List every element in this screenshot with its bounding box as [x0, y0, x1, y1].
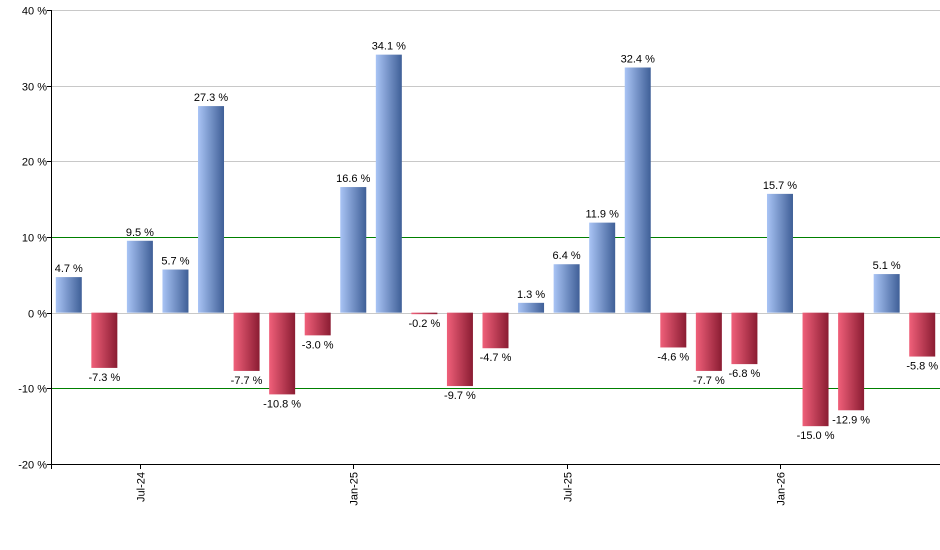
y-tick-label: 40 %: [22, 6, 47, 18]
x-tick-label: Jan-26: [776, 472, 788, 506]
data-label: 5.7 %: [161, 256, 189, 268]
bar: [518, 302, 545, 313]
data-label: -4.7 %: [480, 352, 512, 364]
bar: [233, 312, 260, 371]
data-label: 11.9 %: [585, 209, 619, 221]
bar: [909, 312, 936, 357]
y-tick-label: 30 %: [22, 82, 47, 94]
data-label: 6.4 %: [553, 250, 581, 262]
data-label: -7.7 %: [231, 375, 263, 387]
bar: [126, 240, 153, 313]
data-label: -3.0 %: [302, 339, 334, 351]
bar: [873, 274, 900, 313]
bar: [589, 222, 616, 313]
y-tick-label: 20 %: [22, 157, 47, 169]
bar: [446, 312, 473, 387]
bar: [766, 193, 793, 313]
bar: [411, 312, 438, 315]
bar: [482, 312, 509, 349]
bar: [91, 312, 118, 368]
data-label: -4.6 %: [657, 351, 689, 363]
x-tick-label: Jan-25: [349, 472, 361, 506]
bar: [340, 187, 367, 313]
x-tick-label: Jul-25: [563, 472, 575, 502]
data-label: 5.1 %: [873, 260, 901, 272]
data-label: 15.7 %: [763, 180, 797, 192]
bars: [55, 54, 936, 427]
bar: [375, 54, 402, 313]
bar: [55, 277, 82, 313]
data-label: -15.0 %: [797, 430, 835, 442]
data-label: 32.4 %: [621, 54, 655, 66]
bar: [660, 312, 687, 348]
bar: [162, 269, 189, 313]
bar: [838, 312, 865, 411]
x-tick-label: Jul-24: [136, 472, 148, 502]
data-labels: 4.7 %-7.3 %9.5 %5.7 %27.3 %-7.7 %-10.8 %…: [55, 41, 939, 443]
bar: [198, 106, 225, 313]
data-label: 1.3 %: [517, 289, 545, 301]
y-tick-label: -20 %: [18, 460, 47, 472]
bar: [269, 312, 296, 395]
y-tick-label: 0 %: [28, 309, 47, 321]
axes: 40 % 30 % 20 % 10 % 0 % -10 % -20 % Jul-24 Jan-2…: [18, 6, 940, 506]
data-label: -0.2 %: [408, 318, 440, 330]
data-label: -7.7 %: [693, 375, 725, 387]
bar: [695, 312, 722, 371]
data-label: 9.5 %: [126, 227, 154, 239]
bar: [304, 312, 331, 336]
data-label: 27.3 %: [194, 92, 228, 104]
bar: [553, 264, 580, 313]
data-label: -5.8 %: [906, 361, 938, 373]
data-label: 4.7 %: [55, 263, 83, 275]
bar: [802, 312, 829, 427]
bar: [624, 67, 651, 313]
data-label: -7.3 %: [88, 372, 120, 384]
y-tick-label: 10 %: [22, 233, 47, 245]
data-label: -12.9 %: [832, 414, 870, 426]
bar: [731, 312, 758, 365]
data-label: 34.1 %: [372, 41, 406, 53]
data-label: 16.6 %: [336, 173, 370, 185]
data-label: -6.8 %: [729, 368, 761, 380]
data-label: -10.8 %: [263, 398, 301, 410]
data-label: -9.7 %: [444, 390, 476, 402]
y-tick-label: -10 %: [18, 384, 47, 396]
